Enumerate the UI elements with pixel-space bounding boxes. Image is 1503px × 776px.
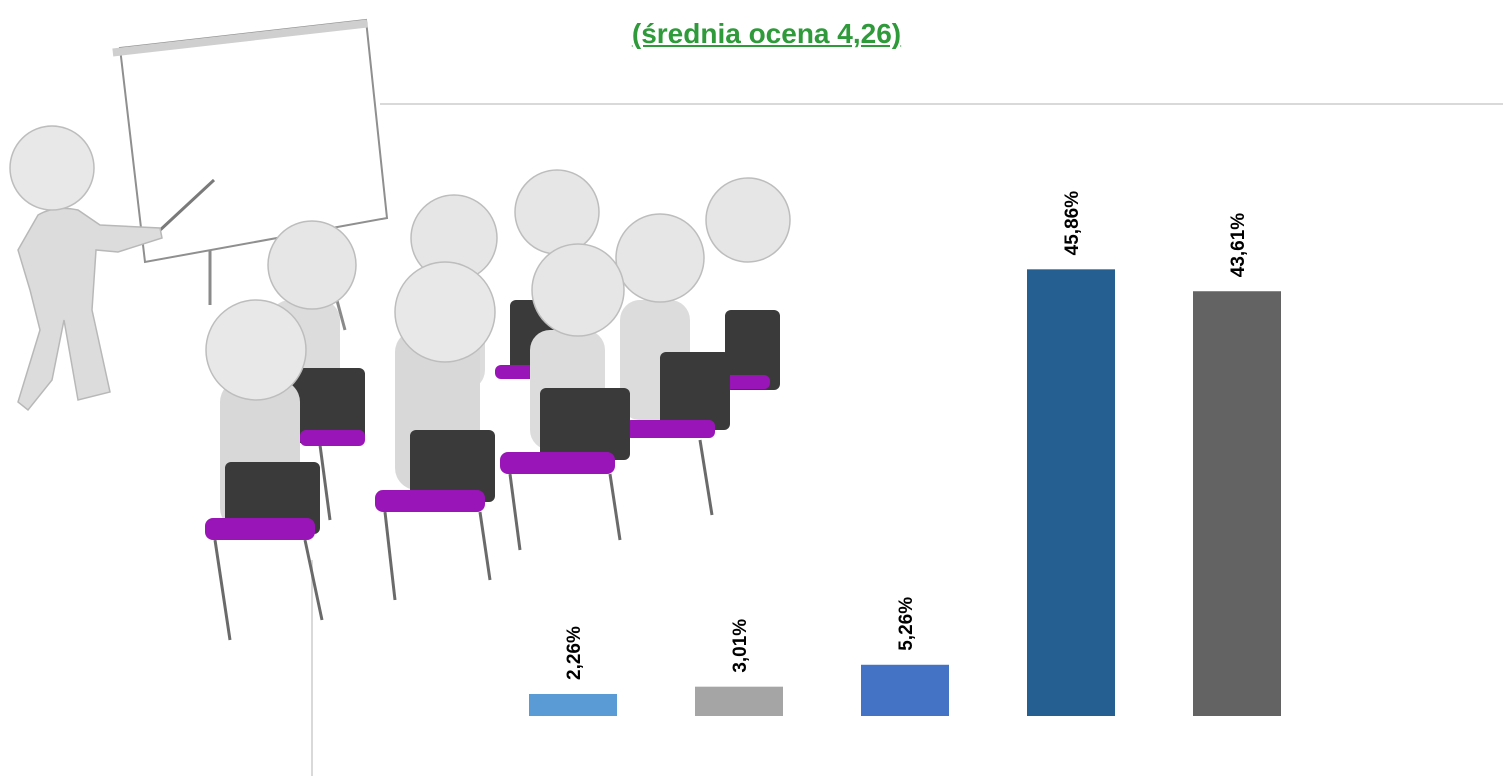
bar-4 [1027,269,1115,716]
bar-2 [695,686,783,716]
presentation-audience-illustration [9,18,791,641]
bar-series [529,269,1281,716]
flipchart-board [112,18,389,331]
data-label-4: 45,86% [1062,191,1083,256]
chart-title: (średnia ocena 4,26) [631,18,902,49]
audience-front-row [205,261,630,641]
data-label-5: 43,61% [1228,213,1249,278]
data-labels: 2,26% 3,01% 5,26% 45,86% 43,61% [564,191,1249,680]
data-label-3: 5,26% [896,597,917,651]
presenter-figure [9,125,216,412]
data-label-2: 3,01% [730,619,751,673]
bar-1 [529,693,617,716]
data-label-1: 2,26% [564,626,585,680]
bar-3 [861,664,949,716]
bar-5 [1193,291,1281,716]
